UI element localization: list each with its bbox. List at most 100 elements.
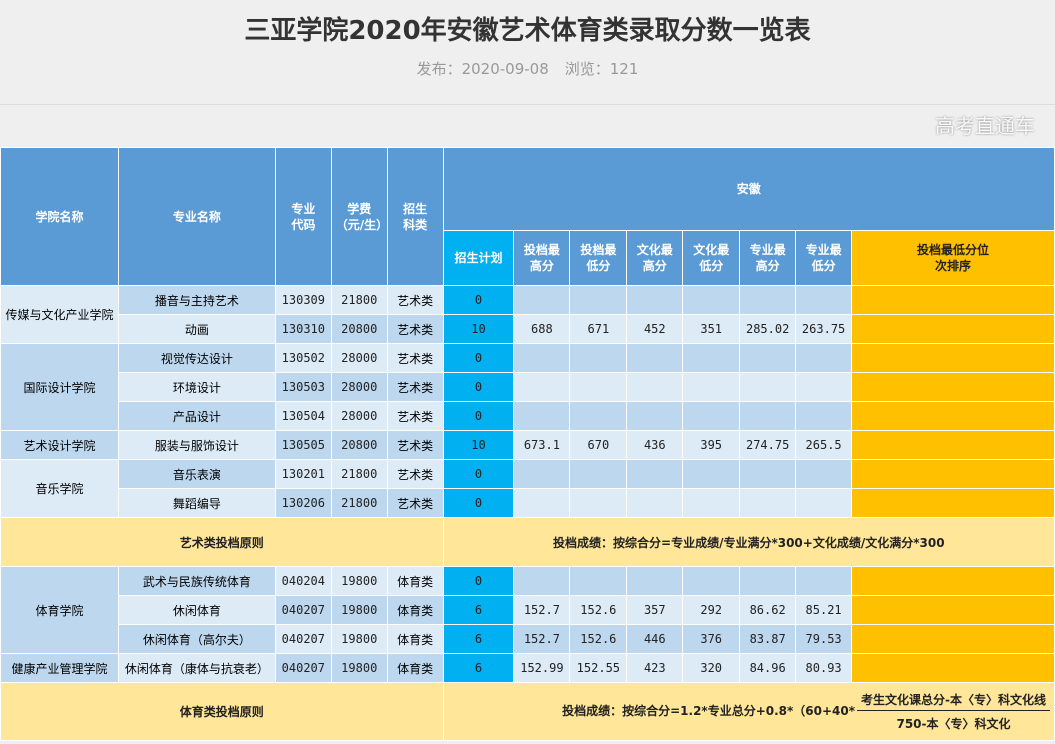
college-cell: 体育学院 [0, 566, 119, 654]
header-fee: 学费（元/生） [330, 147, 388, 286]
code-cell: 130310 [274, 314, 332, 344]
score-cell [626, 566, 684, 596]
score-cell: 263.75 [795, 314, 853, 344]
rank-cell [851, 624, 1055, 654]
major-cell: 休闲体育 [117, 595, 276, 625]
type-cell: 艺术类 [386, 343, 444, 373]
major-cell: 产品设计 [117, 401, 276, 431]
rank-cell [851, 430, 1055, 460]
plan-cell: 0 [442, 372, 515, 402]
type-cell: 艺术类 [386, 314, 444, 344]
header-rank: 投档最低分位次排序 [851, 230, 1055, 286]
fee-cell: 28000 [330, 343, 388, 373]
table-row: 休闲体育（高尔夫） 040207 19800 体育类 6 152.7 152.6 446 376… [1, 624, 1055, 654]
score-cell: 152.7 [513, 624, 571, 654]
plan-cell: 0 [442, 285, 515, 315]
college-cell: 健康产业管理学院 [0, 653, 119, 683]
score-cell: 83.87 [739, 624, 797, 654]
major-cell: 环境设计 [117, 372, 276, 402]
major-cell: 休闲体育（康体与抗衰老） [117, 653, 276, 683]
table-row: 传媒与文化产业学院 播音与主持艺术 130309 21800 艺术类 0 [0, 285, 1055, 344]
rank-cell [851, 653, 1055, 683]
score-cell: 152.99 [513, 653, 571, 683]
code-cell: 130309 [274, 285, 332, 315]
sport-principle-row: 体育类投档原则 投档成绩：按综合分=1.2*专业总分+0.8*（60+40* 考生文… [0, 682, 1055, 741]
header-major: 专业名称 [117, 147, 276, 286]
table-row: 舞蹈编导 130206 21800 艺术类 0 [1, 488, 1055, 518]
fee-cell: 19800 [330, 653, 388, 683]
score-cell [682, 285, 741, 315]
plan-cell: 6 [442, 624, 515, 654]
score-cell [626, 401, 684, 431]
score-cell [739, 488, 797, 518]
code-cell: 130206 [274, 488, 332, 518]
major-cell: 音乐表演 [117, 459, 276, 489]
rank-cell [851, 595, 1055, 625]
score-cell: 395 [682, 430, 741, 460]
college-cell: 传媒与文化产业学院 [0, 285, 119, 344]
header-cmax: 文化最高分 [626, 230, 684, 286]
table-row: 音乐学院 音乐表演 130201 21800 艺术类 0 [0, 459, 1055, 518]
score-cell: 86.62 [739, 595, 797, 625]
score-cell [569, 459, 628, 489]
score-cell [513, 488, 571, 518]
score-cell: 80.93 [795, 653, 853, 683]
plan-cell: 6 [442, 595, 515, 625]
score-cell: 152.7 [513, 595, 571, 625]
type-cell: 艺术类 [386, 459, 444, 489]
code-cell: 130503 [274, 372, 332, 402]
score-cell [569, 488, 628, 518]
score-cell: 152.6 [569, 595, 628, 625]
art-principle-row: 艺术类投档原则 投档成绩：按综合分=专业成绩/专业满分*300+文化成绩/文化满分… [0, 517, 1055, 567]
table-row: 动画 130310 20800 艺术类 10 688 671 452 351 285.02 263.… [1, 314, 1055, 344]
fee-cell: 19800 [330, 595, 388, 625]
rank-cell [851, 401, 1055, 431]
score-cell: 265.5 [795, 430, 853, 460]
type-cell: 体育类 [386, 624, 444, 654]
header-province: 安徽 [442, 147, 1055, 231]
major-cell: 播音与主持艺术 [117, 285, 276, 315]
formula-text: 投档成绩：按综合分=1.2*专业总分+0.8*（60+40* [562, 704, 856, 718]
header-pmax: 专业最高分 [739, 230, 797, 286]
score-cell: 423 [626, 653, 684, 683]
major-cell: 动画 [117, 314, 276, 344]
score-cell: 79.53 [795, 624, 853, 654]
table-row: 产品设计 130504 28000 艺术类 0 [1, 401, 1055, 431]
score-cell [513, 459, 571, 489]
score-cell: 670 [569, 430, 628, 460]
rank-cell [851, 488, 1055, 518]
score-cell: 376 [682, 624, 741, 654]
header-pmin: 专业最低分 [795, 230, 853, 286]
fee-cell: 19800 [330, 566, 388, 596]
type-cell: 艺术类 [386, 430, 444, 460]
header-tmax: 投档最高分 [513, 230, 571, 286]
type-cell: 艺术类 [386, 285, 444, 315]
header-tmin: 投档最低分 [569, 230, 628, 286]
plan-cell: 10 [442, 314, 515, 344]
rank-cell [851, 372, 1055, 402]
score-cell [513, 566, 571, 596]
score-cell: 351 [682, 314, 741, 344]
score-cell [569, 285, 628, 315]
formula-fraction: 考生文化课总分-本〈专〉科文化线 750-本〈专〉科文化 [857, 691, 1050, 732]
sport-principle-formula: 投档成绩：按综合分=1.2*专业总分+0.8*（60+40* 考生文化课总分-本〈… [442, 682, 1055, 741]
score-cell [626, 285, 684, 315]
divider [0, 104, 1055, 105]
major-cell: 视觉传达设计 [117, 343, 276, 373]
score-cell: 285.02 [739, 314, 797, 344]
score-cell: 85.21 [795, 595, 853, 625]
score-cell [739, 285, 797, 315]
score-cell [513, 285, 571, 315]
score-cell [682, 488, 741, 518]
score-cell [795, 343, 853, 373]
major-cell: 服装与服饰设计 [117, 430, 276, 460]
score-cell [569, 401, 628, 431]
fee-cell: 20800 [330, 314, 388, 344]
score-cell: 436 [626, 430, 684, 460]
type-cell: 体育类 [386, 566, 444, 596]
score-cell: 84.96 [739, 653, 797, 683]
code-cell: 130505 [274, 430, 332, 460]
fee-cell: 19800 [330, 624, 388, 654]
type-cell: 体育类 [386, 595, 444, 625]
plan-cell: 0 [442, 566, 515, 596]
